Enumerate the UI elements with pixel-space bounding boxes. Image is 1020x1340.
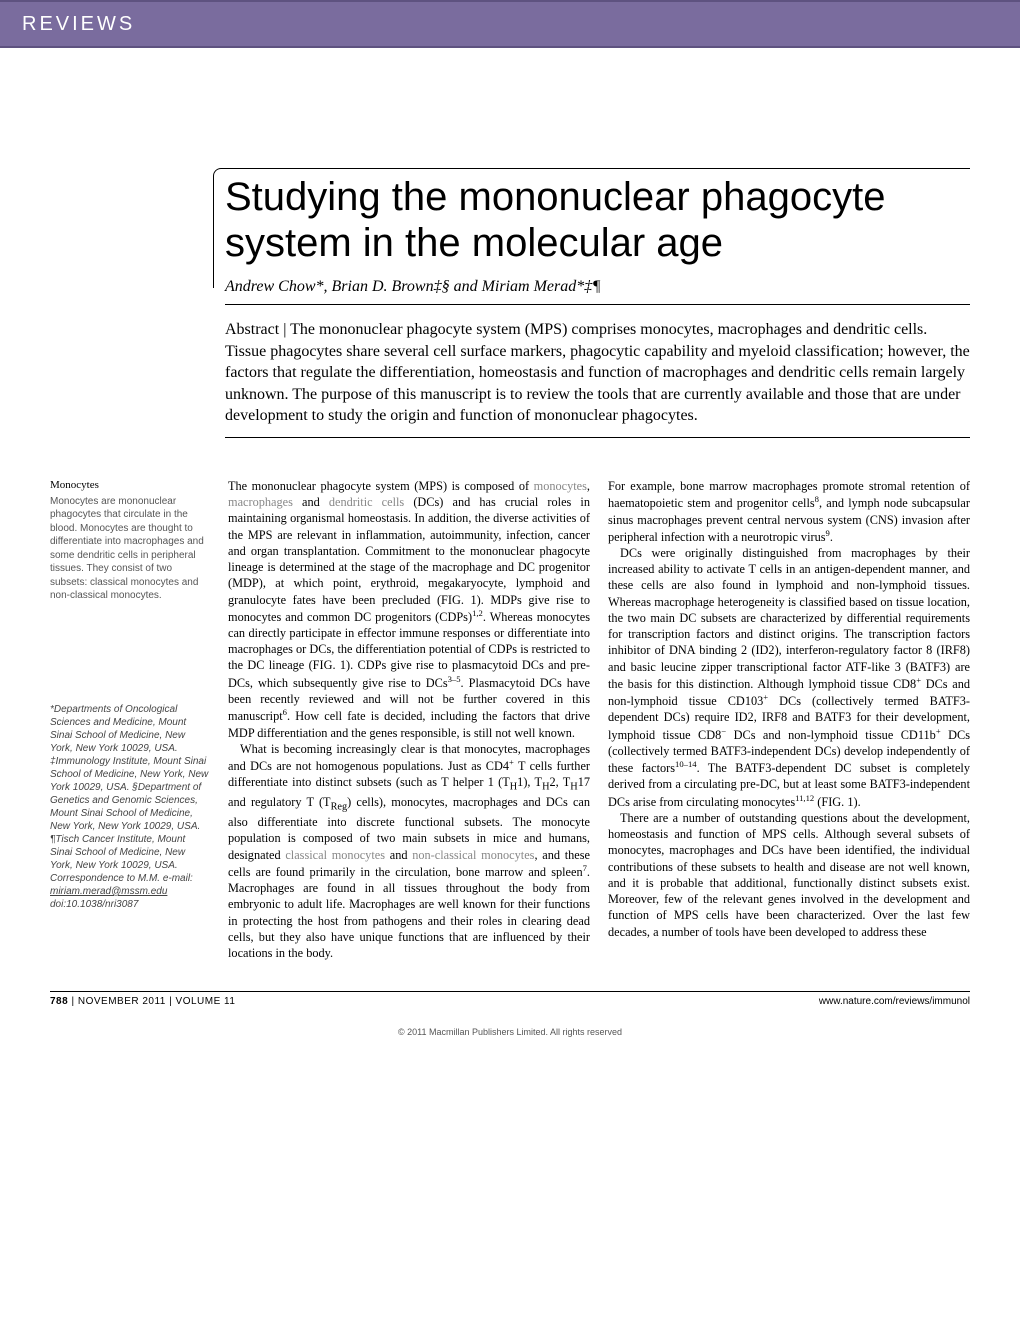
body-paragraph: What is becoming increasingly clear is t… [228, 741, 590, 962]
page-footer: 788 | NOVEMBER 2011 | VOLUME 11 www.natu… [50, 991, 970, 1007]
abstract: Abstract | The mononuclear phagocyte sys… [225, 319, 970, 438]
doi: doi:10.1038/nri3087 [50, 899, 138, 910]
copyright: © 2011 Macmillan Publishers Limited. All… [50, 1027, 970, 1037]
title-corner-rule [213, 168, 225, 288]
text-column-2: For example, bone marrow macrophages pro… [608, 478, 970, 961]
authors-line: Andrew Chow*, Brian D. Brown‡§ and Miria… [225, 278, 970, 305]
affiliations: *Departments of Oncological Sciences and… [50, 703, 210, 911]
glossary-term-title: Monocytes [50, 478, 210, 493]
title-block: Studying the mononuclear phagocyte syste… [225, 168, 970, 438]
body-paragraph: There are a number of outstanding questi… [608, 810, 970, 940]
footer-url: www.nature.com/reviews/immunol [819, 996, 970, 1007]
body-paragraph: The mononuclear phagocyte system (MPS) i… [228, 478, 590, 741]
body-columns: Monocytes Monocytes are mononuclear phag… [50, 478, 970, 961]
glossary-term-body: Monocytes are mononuclear phagocytes tha… [50, 495, 210, 603]
body-paragraph: For example, bone marrow macrophages pro… [608, 478, 970, 545]
footer-left: 788 | NOVEMBER 2011 | VOLUME 11 [50, 996, 235, 1007]
affiliations-text: *Departments of Oncological Sciences and… [50, 704, 208, 884]
page-content: Studying the mononuclear phagocyte syste… [0, 168, 1020, 1057]
text-column-1: The mononuclear phagocyte system (MPS) i… [228, 478, 590, 961]
section-label: REVIEWS [0, 13, 135, 36]
main-text: The mononuclear phagocyte system (MPS) i… [228, 478, 970, 961]
paper-title: Studying the mononuclear phagocyte syste… [225, 174, 970, 266]
footer-issue: NOVEMBER 2011 [78, 996, 166, 1007]
footer-volume: VOLUME 11 [176, 996, 236, 1007]
sidebar: Monocytes Monocytes are mononuclear phag… [50, 478, 210, 961]
header-band: REVIEWS [0, 0, 1020, 48]
body-paragraph: DCs were originally distinguished from m… [608, 545, 970, 810]
correspondence-email[interactable]: miriam.merad@mssm.edu [50, 886, 167, 897]
page-number: 788 [50, 996, 68, 1007]
